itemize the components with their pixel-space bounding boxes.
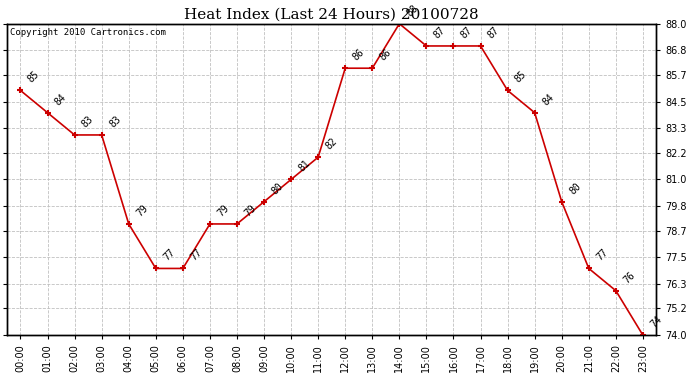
Text: 87: 87 — [486, 25, 502, 40]
Text: 84: 84 — [53, 92, 68, 107]
Text: 85: 85 — [26, 69, 41, 85]
Text: 81: 81 — [297, 159, 312, 174]
Title: Heat Index (Last 24 Hours) 20100728: Heat Index (Last 24 Hours) 20100728 — [184, 7, 479, 21]
Text: 82: 82 — [324, 136, 339, 152]
Text: Copyright 2010 Cartronics.com: Copyright 2010 Cartronics.com — [10, 28, 166, 38]
Text: 77: 77 — [161, 248, 177, 263]
Text: 74: 74 — [649, 314, 664, 330]
Text: 86: 86 — [351, 47, 366, 63]
Text: 80: 80 — [567, 181, 582, 196]
Text: 79: 79 — [215, 203, 231, 218]
Text: 86: 86 — [378, 47, 393, 63]
Text: 79: 79 — [135, 203, 150, 218]
Text: 77: 77 — [188, 248, 204, 263]
Text: 84: 84 — [540, 92, 555, 107]
Text: 80: 80 — [270, 181, 285, 196]
Text: 79: 79 — [242, 203, 258, 218]
Text: 76: 76 — [622, 270, 637, 285]
Text: 87: 87 — [459, 25, 475, 40]
Text: 77: 77 — [594, 248, 610, 263]
Text: 87: 87 — [432, 25, 447, 40]
Text: 83: 83 — [107, 114, 123, 129]
Text: 88: 88 — [405, 3, 420, 18]
Text: 83: 83 — [80, 114, 95, 129]
Text: 85: 85 — [513, 69, 529, 85]
